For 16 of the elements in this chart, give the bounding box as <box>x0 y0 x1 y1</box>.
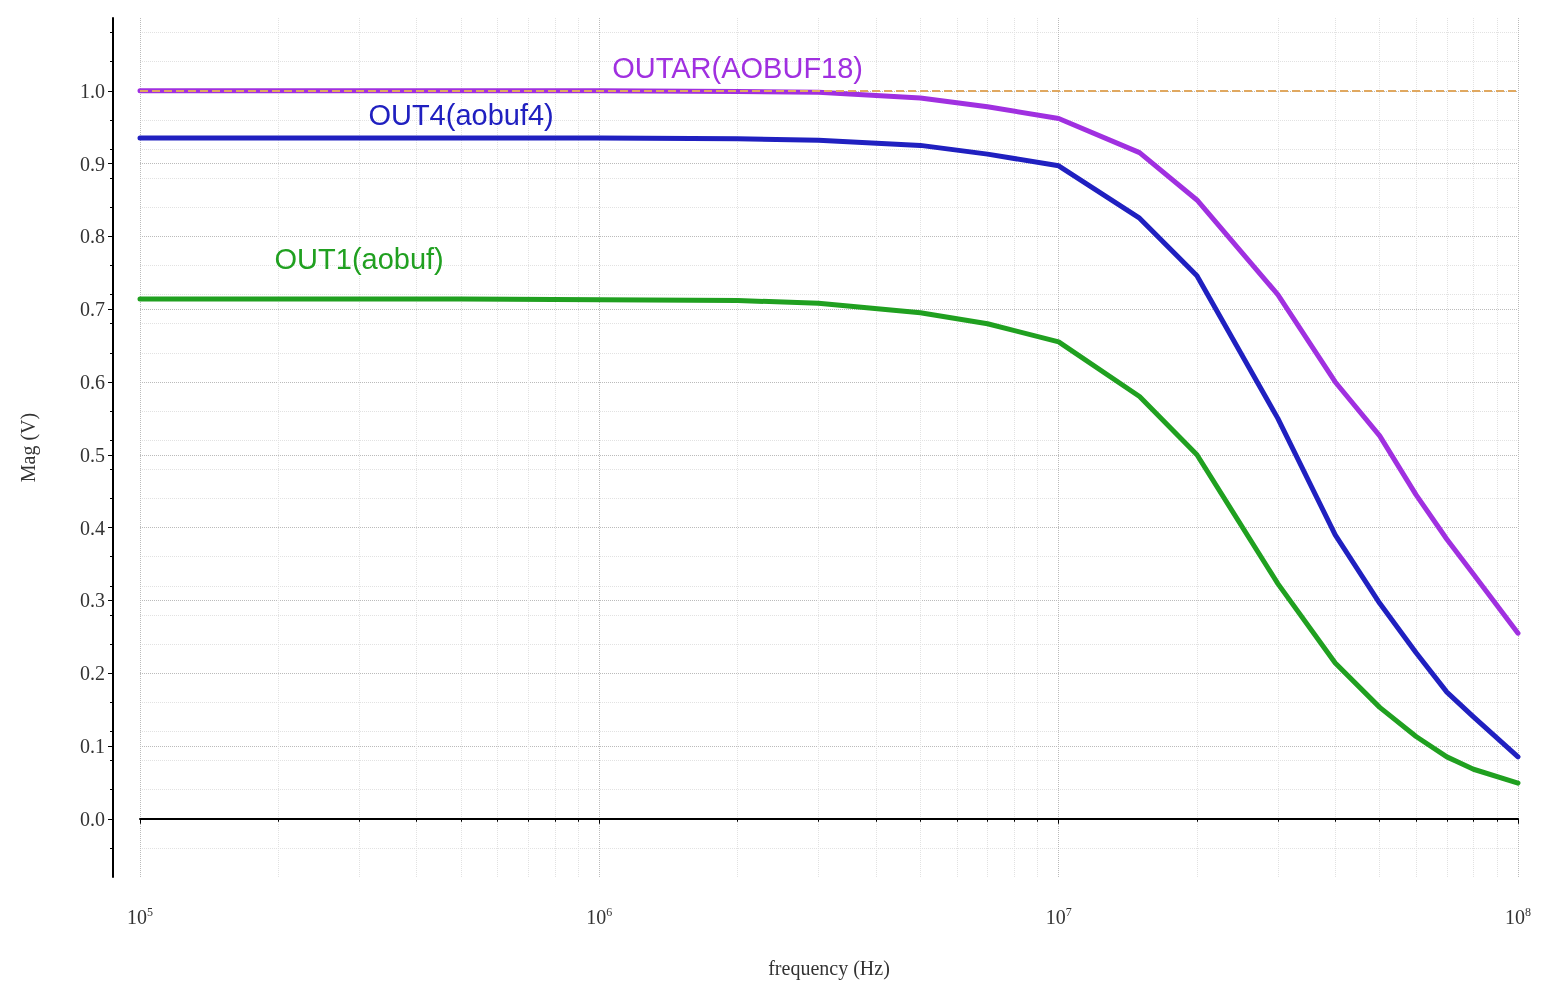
y-tick-label: 1.0 <box>80 79 105 102</box>
y-tick-label: 0.7 <box>80 298 105 321</box>
series-label: OUTAR(AOBUF18) <box>612 52 864 85</box>
y-tick-label: 0.4 <box>80 516 105 539</box>
y-tick-label: 0.9 <box>80 152 105 175</box>
y-tick-label: 0.8 <box>80 225 105 248</box>
y-axis-title: Mag (V) <box>17 412 40 483</box>
y-tick-label: 0.6 <box>80 370 105 393</box>
y-tick-label: 0.5 <box>80 443 105 466</box>
y-tick-label: 0.2 <box>80 662 105 685</box>
y-tick-label: 0.0 <box>80 807 105 830</box>
series-label: OUT4(aobuf4) <box>368 98 554 131</box>
y-tick-label: 0.1 <box>80 734 105 757</box>
y-tick-label: 0.3 <box>80 589 105 612</box>
series-label: OUT1(aobuf) <box>274 243 444 276</box>
x-axis-title: frequency (Hz) <box>768 957 890 980</box>
